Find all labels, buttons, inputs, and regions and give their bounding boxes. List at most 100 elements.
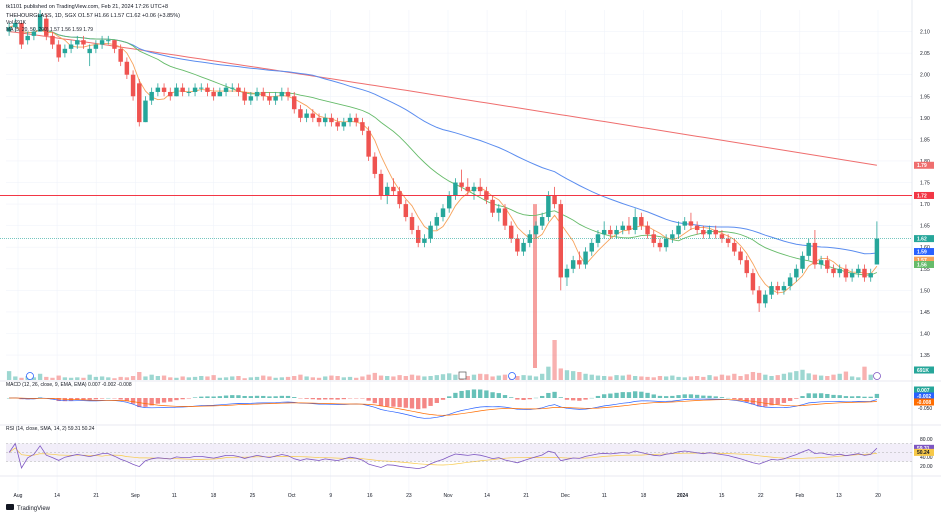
earnings-marker-icon[interactable] — [458, 371, 467, 380]
macd-histogram-bar — [564, 398, 570, 400]
macd-histogram-bar — [248, 396, 254, 398]
price-badge: -0.008 — [914, 398, 934, 406]
ma200-line — [9, 31, 877, 166]
volume-bar — [19, 377, 24, 380]
volume-bar — [323, 376, 328, 380]
macd-histogram-bar — [199, 396, 204, 398]
candle — [800, 251, 805, 274]
price-tick-label: 2.00 — [920, 73, 930, 79]
volume-bar — [62, 377, 68, 380]
candle — [384, 182, 390, 205]
macd-histogram-bar — [223, 395, 229, 398]
candle — [50, 31, 55, 49]
time-tick-label: Feb — [796, 493, 805, 499]
macd-histogram-bar — [230, 395, 235, 398]
tradingview-logo — [6, 504, 14, 510]
candle — [341, 117, 347, 131]
candle — [230, 83, 235, 92]
header-symbol[interactable]: THEHOURGLASS, 1D, SGX O1.57 H1.66 L1.57 … — [6, 13, 180, 19]
macd-histogram-bar — [192, 397, 198, 398]
candle — [595, 229, 601, 248]
volume-bar — [831, 374, 836, 380]
macd-histogram-bar — [391, 398, 396, 407]
volume-bar — [447, 373, 452, 380]
macd-histogram-bar — [738, 398, 743, 401]
candle — [428, 221, 433, 243]
macd-histogram-bar — [211, 396, 216, 398]
macd-histogram-bar — [732, 398, 737, 400]
volume-bar — [552, 340, 557, 380]
macd-histogram-bar — [620, 392, 625, 398]
horizontal-levels — [0, 194, 912, 239]
macd-histogram-bar — [397, 398, 402, 408]
candle — [155, 83, 161, 97]
volume-bar — [168, 377, 173, 380]
macd-histogram-bar — [595, 395, 601, 398]
price-tick-label: 1.85 — [920, 137, 930, 143]
candle — [137, 79, 142, 127]
candle — [521, 238, 526, 256]
time-tick-label: 21 — [523, 493, 529, 499]
candle — [608, 225, 613, 239]
macd-histogram-bar — [453, 392, 458, 398]
volume-bar — [118, 376, 123, 380]
volume-bar — [453, 374, 458, 380]
volume-bar — [750, 372, 756, 380]
volume-bar — [682, 377, 687, 380]
macd-legend[interactable]: MACD (12, 26, close, 9, EMA, EMA) 0.007 … — [6, 382, 132, 388]
candle — [149, 87, 154, 105]
time-tick-label: 13 — [836, 493, 842, 499]
macd-signal-line — [9, 397, 877, 416]
candle — [849, 268, 855, 282]
candle — [335, 117, 340, 131]
candle — [112, 40, 117, 54]
volume-bar — [143, 376, 148, 380]
candle — [663, 234, 669, 252]
volume-bar — [725, 375, 731, 380]
volume-bar — [186, 377, 192, 380]
volume-bar — [180, 376, 185, 380]
volume-bar — [217, 377, 223, 380]
candle — [31, 27, 37, 41]
ma-legend[interactable]: MA (5, 20, 50, 200) 1.57 1.56 1.59 1.79 — [6, 27, 93, 33]
rsi-legend[interactable]: RSI (14, close, SMA, 14, 2) 59.31 50.24 — [6, 426, 95, 432]
candle — [453, 178, 458, 200]
volume-bar — [292, 376, 297, 380]
price-badge: 1.57 — [914, 256, 934, 264]
macd-histogram-bar — [143, 398, 148, 407]
volume-bar — [558, 368, 563, 380]
volume-bar — [527, 375, 532, 380]
dividend-marker-icon[interactable] — [26, 372, 34, 380]
candle — [862, 264, 867, 282]
macd-histogram-bar — [279, 395, 285, 398]
macd-histogram-bar — [130, 398, 136, 404]
candle — [775, 281, 780, 295]
volume-bar — [651, 377, 656, 380]
macd-histogram-bar — [422, 398, 427, 409]
time-tick-label: 22 — [758, 493, 764, 499]
macd-histogram-bar — [527, 398, 532, 400]
volume-legend[interactable]: Vol 691K — [6, 20, 27, 26]
price-badge: 1.56 — [914, 260, 934, 268]
candle — [93, 40, 99, 54]
candle — [490, 195, 495, 218]
dividend-marker-icon[interactable] — [508, 372, 516, 380]
macd-histogram-bar — [769, 398, 774, 406]
candle — [868, 268, 873, 282]
candle — [546, 191, 551, 222]
price-badges: 1.791.721.621.591.571.56691K0.007-0.002-… — [914, 161, 934, 456]
volume-bar — [397, 375, 402, 380]
candle — [831, 264, 836, 278]
volume-bar — [273, 377, 278, 380]
price-tick-label: 1.35 — [920, 353, 930, 359]
volume-bar — [812, 374, 818, 380]
event-marker-icon[interactable] — [873, 372, 881, 380]
volume-bar — [56, 375, 61, 380]
volume-bar — [818, 375, 824, 380]
volume-bar — [800, 369, 805, 380]
time-tick-label: 14 — [54, 493, 60, 499]
volume-bar — [75, 377, 80, 380]
volume-bar — [546, 366, 551, 380]
macd-histogram-bar — [614, 392, 619, 398]
volume-bars — [6, 204, 873, 380]
